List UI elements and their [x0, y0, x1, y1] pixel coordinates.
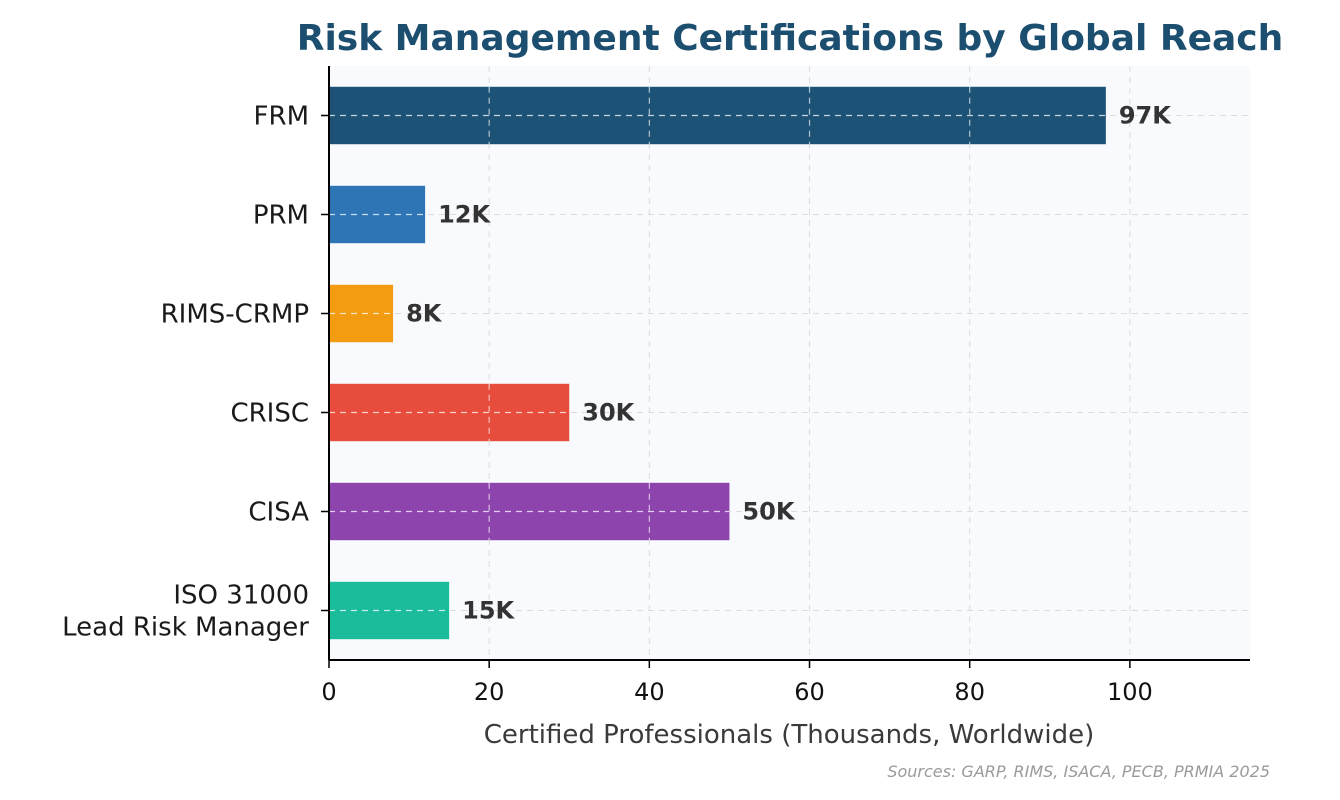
x-axis-label: Certified Professionals (Thousands, Worl…	[484, 720, 1095, 750]
gridlines	[329, 66, 1250, 660]
category-label: PRM	[253, 201, 309, 231]
value-label: 15K	[462, 597, 515, 625]
chart-title: Risk Management Certifications by Global…	[297, 18, 1284, 59]
category-label: FRM	[254, 102, 309, 132]
category-label: CISA	[248, 498, 309, 528]
x-tick-label: 0	[321, 678, 336, 706]
category-label: RIMS-CRMP	[161, 300, 309, 330]
value-label: 97K	[1119, 102, 1172, 130]
category-label: Lead Risk Manager	[62, 613, 309, 643]
bar	[329, 284, 394, 343]
x-tick-label: 100	[1107, 678, 1153, 706]
x-tick-label: 40	[634, 678, 665, 706]
category-label: ISO 31000	[173, 581, 309, 611]
value-label: 30K	[582, 399, 635, 427]
x-tick-label: 20	[474, 678, 505, 706]
plot-area	[329, 66, 1250, 660]
x-tick-label: 60	[794, 678, 825, 706]
x-axis: 0 20 40 60 80 100	[321, 659, 1250, 706]
category-label: CRISC	[230, 399, 309, 429]
value-label: 50K	[742, 498, 795, 526]
source-note: Sources: GARP, RIMS, ISACA, PECB, PRMIA …	[887, 762, 1270, 781]
x-tick-label: 80	[954, 678, 985, 706]
value-label: 12K	[438, 201, 491, 229]
bar-centerlines	[329, 86, 1106, 612]
value-label: 8K	[406, 300, 443, 328]
value-labels: 97K 12K 8K 30K 50K 15K	[406, 102, 1172, 625]
